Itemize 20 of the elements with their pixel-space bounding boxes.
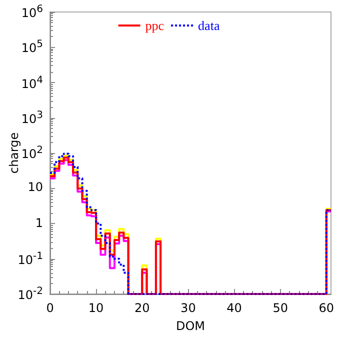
x-tick-label: 50: [272, 301, 288, 315]
y-tick-label: 10$^{5}$: [21, 39, 43, 56]
legend-label: ppc: [145, 18, 164, 33]
y-tick-label: 10$^{-1}$: [18, 250, 43, 267]
x-tick-label: 0: [46, 301, 54, 315]
y-tick-label: 10$^{6}$: [21, 4, 43, 20]
x-axis-title: DOM: [176, 319, 206, 333]
x-tick-label: 30: [180, 301, 196, 315]
y-axis-title: charge: [7, 132, 21, 174]
y-tick-label: 10$^{-2}$: [18, 286, 43, 302]
x-tick-label: 40: [226, 301, 242, 315]
x-tick-label: 10: [88, 301, 104, 315]
y-tick-label: 10$^{3}$: [21, 110, 43, 126]
x-tick-label: 20: [134, 301, 150, 315]
x-tick-label: 60: [318, 301, 334, 315]
legend-label: data: [198, 18, 220, 33]
y-tick-label: 10$^{2}$: [21, 145, 43, 161]
y-tick-label: 10: [28, 180, 43, 196]
y-tick-label: 10$^{4}$: [21, 74, 43, 90]
y-tick-label: 1: [35, 216, 43, 232]
